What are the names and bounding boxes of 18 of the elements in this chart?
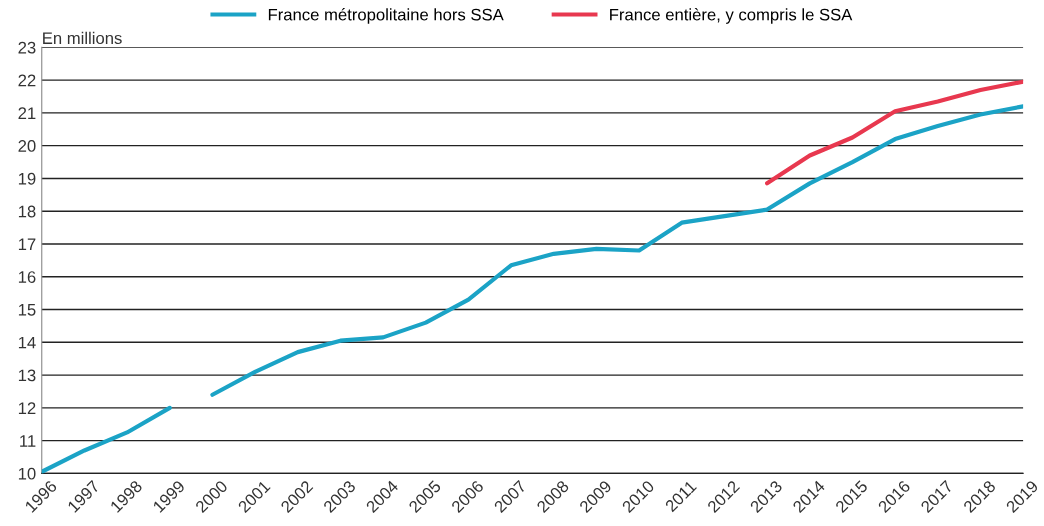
y-tick-label: 21 (18, 107, 36, 119)
y-tick-label: 22 (18, 74, 36, 87)
y-tick-label: 10 (18, 467, 36, 480)
y-axis-title: En millions (43, 31, 122, 45)
y-tick-label: 12 (18, 402, 36, 414)
legend-label: France entière, y compris le SSA (610, 8, 853, 24)
y-tick-label: 23 (18, 41, 36, 54)
y-tick-label: 15 (18, 304, 36, 316)
y-tick-label: 18 (18, 205, 36, 218)
y-tick-label: 20 (18, 140, 36, 152)
y-tick-label: 16 (18, 271, 36, 283)
y-tick-label: 14 (18, 336, 36, 349)
line-series (765, 79, 1024, 186)
y-tick-label: 11 (20, 435, 36, 447)
legend-label: France métropolitaine hors SSA (268, 8, 504, 24)
y-tick-label: 17 (18, 238, 36, 251)
y-tick-label: 13 (18, 369, 36, 382)
y-tick-label: 19 (18, 172, 36, 185)
